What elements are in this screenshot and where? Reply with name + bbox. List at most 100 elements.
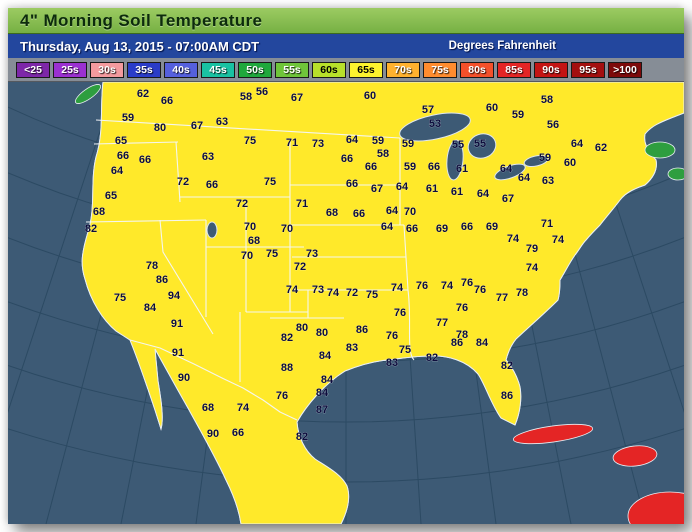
station-temp: 74: [552, 234, 565, 246]
station-temp: 65: [105, 190, 117, 202]
station-temp: 83: [346, 342, 358, 354]
station-temp: 69: [436, 223, 448, 235]
station-temp: 66: [346, 178, 358, 190]
map-area: 62 66 59 80 67 63 65 66 66 64 63 72 66 65 68 82 78 86 94 84…: [8, 82, 684, 524]
newfoundland-island: [644, 141, 676, 159]
station-temp: 68: [248, 235, 260, 247]
station-temp: 91: [172, 347, 184, 359]
station-temp: 55: [474, 138, 486, 150]
station-temp: 76: [474, 284, 486, 296]
station-temp: 86: [156, 274, 168, 286]
station-temp: 70: [281, 223, 293, 235]
station-temp: 77: [436, 317, 448, 329]
station-temp: 79: [526, 243, 538, 255]
station-temp: 62: [595, 142, 607, 154]
vancouver-island: [74, 84, 102, 104]
station-temp: 82: [281, 332, 293, 344]
station-temp: 56: [256, 86, 268, 98]
station-temp: 71: [296, 198, 308, 210]
station-temp: 53: [429, 118, 441, 130]
station-temp: 64: [518, 172, 531, 184]
station-temp: 64: [386, 205, 399, 217]
station-temp: 82: [85, 223, 97, 235]
station-temp: 66: [232, 427, 244, 439]
station-temp: 66: [353, 208, 365, 220]
legend-item-95s: 95s: [571, 61, 605, 78]
station-temp: 76: [416, 280, 428, 292]
legend-item-85s: 85s: [497, 61, 531, 78]
legend-item-25s: 25s: [53, 61, 87, 78]
station-temp: 91: [171, 318, 183, 330]
station-temp: 76: [461, 277, 473, 289]
station-temp: 67: [191, 120, 203, 132]
station-temp: 72: [177, 176, 189, 188]
station-temp: 75: [244, 135, 256, 147]
station-temp: 67: [502, 193, 514, 205]
station-temp: 57: [422, 104, 434, 116]
cuba-island: [512, 423, 594, 445]
soil-temperature-map-panel: 4" Morning Soil Temperature Thursday, Au…: [8, 8, 684, 524]
station-temp: 58: [240, 91, 252, 103]
legend-item->100: >100: [608, 61, 642, 78]
state-borders: [85, 119, 415, 421]
station-temp: 70: [244, 221, 256, 233]
legend-item-30s: 30s: [90, 61, 124, 78]
station-temp: 94: [168, 290, 181, 302]
station-temp: 76: [276, 390, 288, 402]
station-temp: 83: [386, 357, 398, 369]
station-temp: 75: [399, 344, 411, 356]
station-temp: 74: [526, 262, 539, 274]
station-temp: 72: [346, 287, 358, 299]
station-temp: 66: [206, 179, 218, 191]
station-temp: 73: [312, 284, 324, 296]
station-temp: 84: [319, 350, 332, 362]
station-temp: 75: [266, 248, 278, 260]
station-temp: 66: [117, 150, 129, 162]
station-temp: 69: [486, 221, 498, 233]
station-temp: 84: [144, 302, 157, 314]
station-temp: 82: [501, 360, 513, 372]
station-temp: 78: [456, 329, 468, 341]
legend-item-75s: 75s: [423, 61, 457, 78]
station-temp: 76: [456, 302, 468, 314]
station-temp: 74: [507, 233, 520, 245]
maritime-island: [667, 167, 684, 181]
station-temp: 86: [356, 324, 368, 336]
station-temp: 63: [216, 116, 228, 128]
station-temp: 74: [441, 280, 454, 292]
station-temp: 64: [571, 138, 584, 150]
station-temp: 73: [306, 248, 318, 260]
station-temp: 67: [291, 92, 303, 104]
station-temp: 68: [202, 402, 214, 414]
station-temp: 66: [406, 223, 418, 235]
station-temp: 59: [539, 152, 551, 164]
legend-item-65s: 65s: [349, 61, 383, 78]
station-temp: 58: [541, 94, 553, 106]
station-temp: 59: [372, 135, 384, 147]
station-temp: 80: [154, 122, 166, 134]
station-temp: 84: [316, 387, 329, 399]
station-temp: 58: [377, 148, 389, 160]
station-temp: 65: [115, 135, 127, 147]
legend-item-90s: 90s: [534, 61, 568, 78]
legend-item-80s: 80s: [460, 61, 494, 78]
date-bar: Thursday, Aug 13, 2015 - 07:00AM CDT Deg…: [8, 34, 684, 58]
station-temp: 90: [207, 428, 219, 440]
station-temp: 70: [241, 250, 253, 262]
station-temp: 82: [296, 431, 308, 443]
station-temp: 76: [386, 330, 398, 342]
station-temp: 68: [93, 206, 105, 218]
station-temp: 66: [365, 161, 377, 173]
station-temp: 56: [547, 119, 559, 131]
legend-item-60s: 60s: [312, 61, 346, 78]
legend-item-40s: 40s: [164, 61, 198, 78]
hispaniola-island: [612, 445, 658, 467]
station-temp: 55: [452, 139, 464, 151]
legend-item-50s: 50s: [238, 61, 272, 78]
station-temp: 66: [428, 161, 440, 173]
units-label: Degrees Fahrenheit: [448, 40, 556, 52]
station-temp: 80: [296, 322, 308, 334]
station-temp: 70: [404, 206, 416, 218]
station-temp: 63: [202, 151, 214, 163]
